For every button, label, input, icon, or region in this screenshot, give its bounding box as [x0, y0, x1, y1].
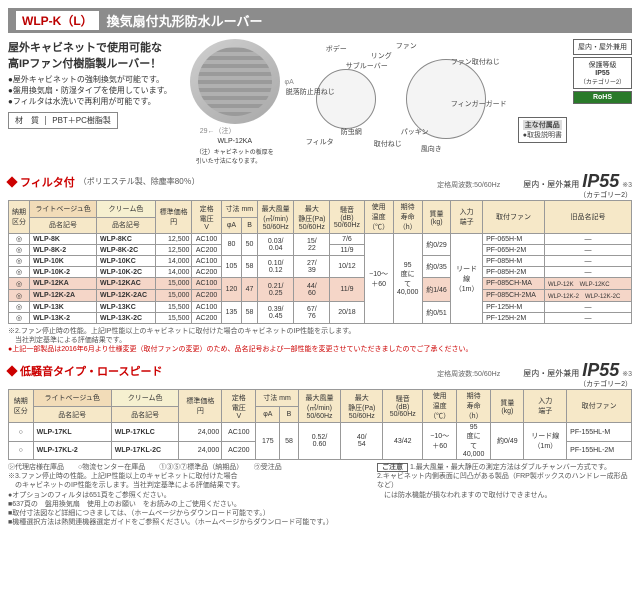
caution-box: ご注意 — [377, 463, 408, 472]
product-image — [190, 39, 280, 124]
diamond-icon — [6, 365, 17, 376]
title-bar: WLP-K（L） 換気扇付丸形防水ルーバー — [8, 8, 632, 33]
section-2-header: 低騒音タイプ・ロースピード 定格周波数:50/60Hz 屋内・屋外兼用 IP55… — [8, 360, 632, 381]
spec-table-1: 納期 区分 ライトベージュ色 クリーム色 標準価格 円 定格 電圧 V 寸法 m… — [8, 200, 632, 324]
table-row: ◎WLP-10KWLP-10KC14,000AC100105580.10/ 0.… — [9, 256, 632, 267]
product-code: WLP-K（L） — [16, 11, 99, 30]
material-box: 材 質 PBT＋PC樹脂製 — [8, 112, 118, 129]
material-value: PBT＋PC樹脂製 — [52, 116, 111, 125]
table-row: ◎WLP-8KWLP-8KC12,500AC10080500.03/ 0.041… — [9, 234, 632, 245]
table-row: ○WLP-17KLWLP-17KLC24,000AC100175580.52/ … — [9, 423, 632, 442]
notes-1: ※2.ファン停止時の性能。上記IP性能以上のキャビネットに取付けた場合のキャビネ… — [8, 327, 632, 354]
badges: 屋内・屋外兼用 保護等級 IP55 （カテゴリー2） RoHS — [573, 39, 632, 165]
table-row: ◎WLP-13KWLP-13KC15,500AC100135580.39/ 0.… — [9, 302, 632, 313]
notes-2: ㋛代理店様在庫品 ○物流センター在庫品 ①③⑤⑦標準品（納期品） ㋒受注品 ※3… — [8, 463, 632, 527]
badge-ip: 保護等級 IP55 （カテゴリー2） — [573, 57, 632, 89]
image-note: （注）キャビネットの板厚を 引いた寸法になります。 — [196, 147, 274, 165]
feature-3: ●フィルタは水洗いで再利用が可能です。 — [8, 96, 184, 107]
exploded-diagram: ボデー ファン リング サブルーバー 脱落防止用ねじ 防虫網 フィルタ 取付ねじ… — [286, 39, 567, 165]
accessory-box: 主な付属品 ●取扱説明書 — [518, 117, 567, 143]
section-1-title: フィルタ付 — [20, 174, 75, 190]
ip-rating-1: 定格周波数:50/60Hz 屋内・屋外兼用 IP55 ※3 — [437, 171, 632, 192]
badge-indoor-outdoor: 屋内・屋外兼用 — [573, 39, 632, 55]
product-image-col: φA 29←（注） WLP-12KA （注）キャビネットの板厚を 引いた寸法にな… — [190, 39, 280, 165]
badge-rohs: RoHS — [573, 91, 632, 104]
table-row: ◎WLP-12KAWLP-12KAC15,000AC100120470.21/ … — [9, 278, 632, 290]
section-1-sub: （ポリエステル製、除塵率80％） — [79, 176, 200, 187]
spec-table-2: 納期 区分 ライトベージュ色 クリーム色 標準価格 円 定格 電圧 V 寸法 m… — [8, 389, 632, 460]
product-image-caption: WLP-12KA — [217, 138, 252, 145]
section-1-header: フィルタ付 （ポリエステル製、除塵率80％） 定格周波数:50/60Hz 屋内・… — [8, 171, 632, 192]
product-title: 換気扇付丸形防水ルーバー — [107, 11, 263, 30]
section-2-title: 低騒音タイプ・ロースピード — [20, 363, 162, 379]
feature-1: ●屋外キャビネットの強制換気が可能です。 — [8, 74, 184, 85]
material-label: 材 質 — [15, 116, 46, 125]
intro-heading: 屋外キャビネットで使用可能な 高IPファン付樹脂製ルーバー！ — [8, 39, 184, 71]
dim-b: 29←（注） — [200, 126, 236, 136]
feature-2: ●盤用換気扇・防湿タイプを使用しています。 — [8, 85, 184, 96]
intro-block: 屋外キャビネットで使用可能な 高IPファン付樹脂製ルーバー！ ●屋外キャビネット… — [8, 39, 184, 165]
ip-rating-2: 定格周波数:50/60Hz 屋内・屋外兼用 IP55 ※3 — [437, 360, 632, 381]
top-row: 屋外キャビネットで使用可能な 高IPファン付樹脂製ルーバー！ ●屋外キャビネット… — [8, 39, 632, 165]
diamond-icon — [6, 176, 17, 187]
